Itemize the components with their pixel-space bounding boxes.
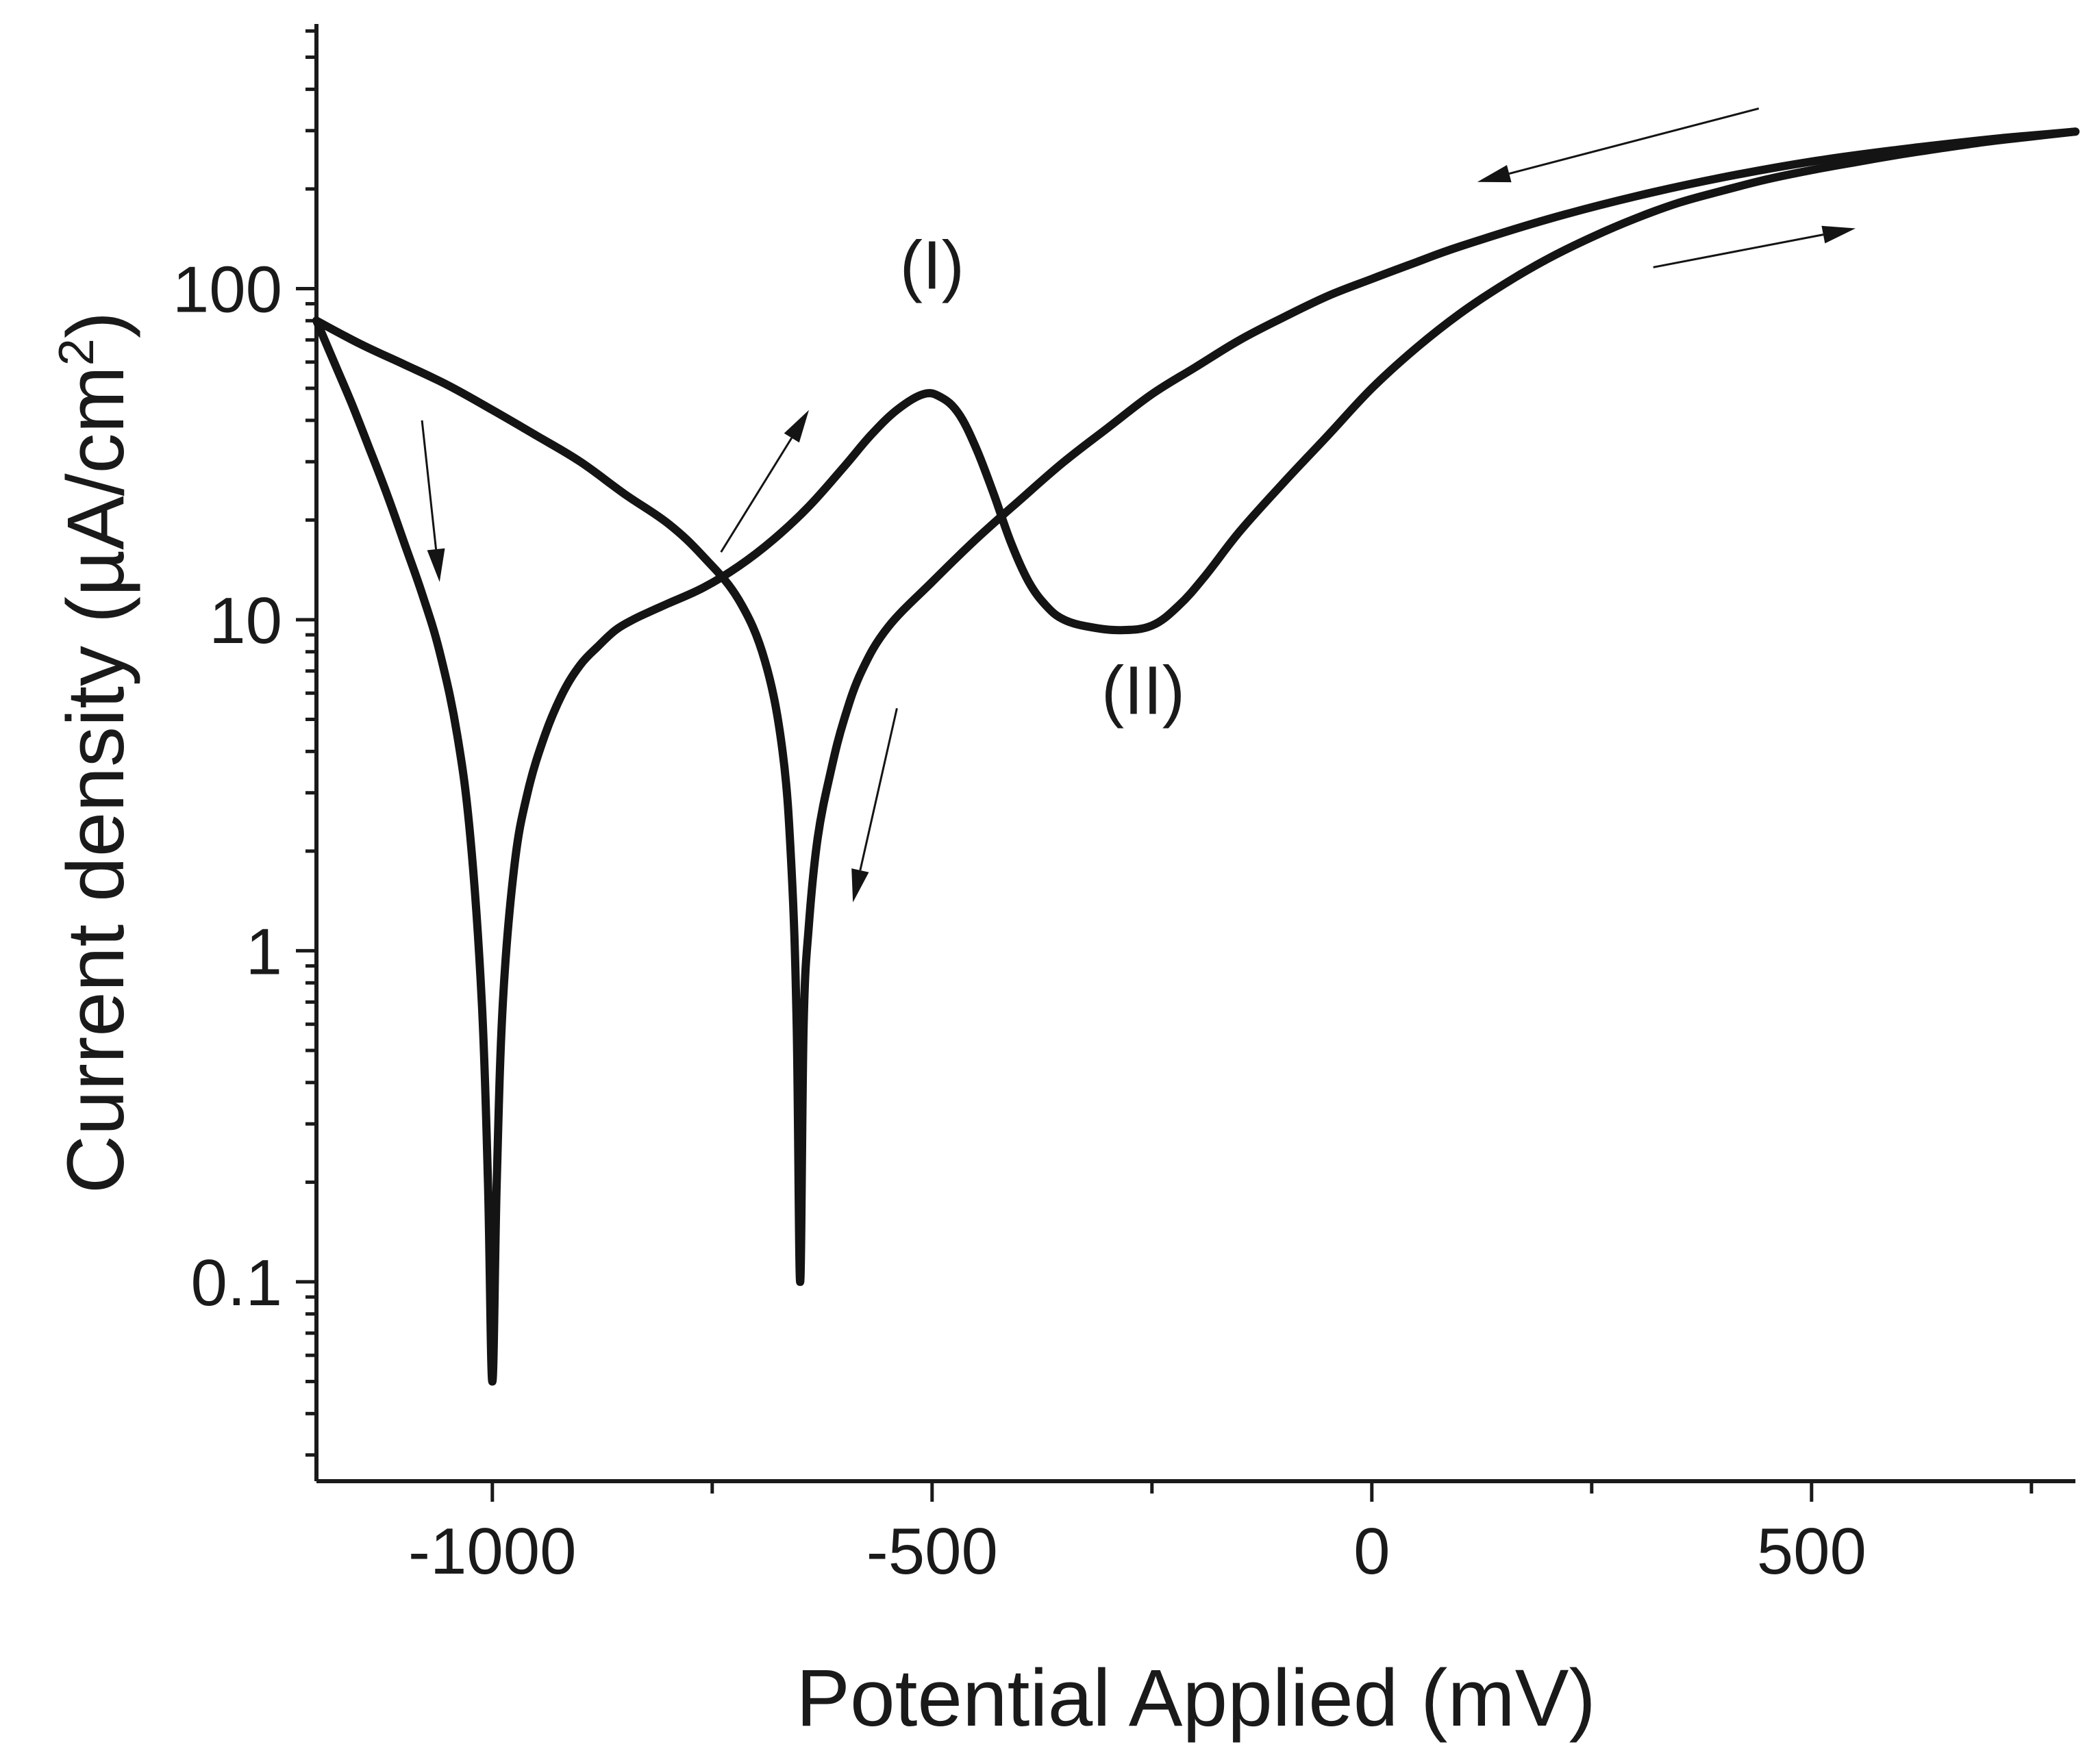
y-axis-title-superscript: 2: [49, 338, 104, 366]
y-axis-title-main: Current density (µA/cm: [51, 366, 141, 1194]
y-axis-title: Current density (µA/cm2): [49, 312, 141, 1194]
x-tick-label: -500: [866, 1515, 998, 1588]
scan-arrow-line: [859, 708, 898, 871]
ticks: -1000 -500 0 500 0.1 1 10 100: [173, 29, 2034, 1588]
x-tick-label: 0: [1353, 1515, 1390, 1588]
y-tick-label: 1: [246, 915, 282, 988]
scan-arrow-head: [1477, 165, 1512, 183]
y-tick-label: 0.1: [191, 1246, 282, 1320]
peak-annotation-2: (II): [1101, 652, 1185, 729]
x-axis-title: Potential Applied (mV): [796, 1653, 1596, 1743]
scan-arrow-line: [1508, 107, 1760, 175]
scan-arrow-head: [784, 410, 809, 443]
reverse-scan-curve: [312, 127, 2080, 1286]
axes: [314, 24, 2075, 1483]
x-tick-label: -1000: [408, 1515, 577, 1588]
scan-direction-arrows: [421, 107, 1856, 903]
scan-arrow-line: [1653, 234, 1824, 268]
data-curves: [312, 127, 2080, 1386]
y-tick-label: 100: [173, 253, 282, 326]
labels: Potential Applied (mV) Current density (…: [49, 227, 1596, 1743]
scan-arrow-head: [427, 548, 445, 582]
scan-arrow-line: [720, 437, 793, 553]
scan-arrow-line: [421, 420, 438, 550]
scan-arrow-head: [1821, 225, 1856, 244]
y-tick-label: 10: [209, 584, 282, 657]
peak-annotation-1: (I): [900, 227, 964, 303]
y-axis-title-close: ): [51, 312, 141, 338]
forward-scan-curve: [312, 127, 2080, 1386]
scan-arrow-head: [851, 868, 869, 903]
x-tick-label: 500: [1757, 1515, 1866, 1588]
